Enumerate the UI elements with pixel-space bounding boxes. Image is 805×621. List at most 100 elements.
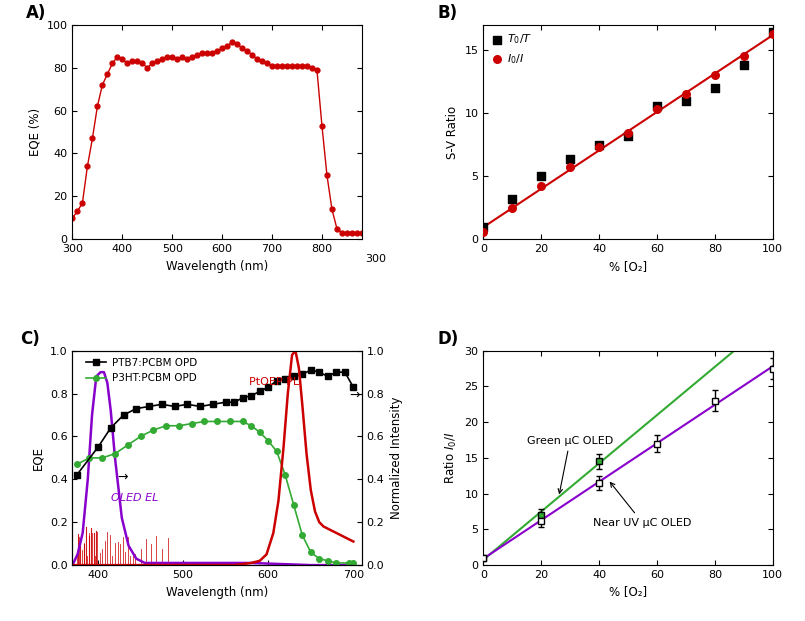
PTB7:PCBM OPD <box>263 383 273 391</box>
P3HT:PCBM OPD <box>246 422 256 430</box>
P3HT:PCBM OPD <box>148 427 158 434</box>
Text: C): C) <box>20 330 40 348</box>
Text: D): D) <box>437 330 458 348</box>
PTB7:PCBM OPD <box>196 403 205 410</box>
P3HT:PCBM OPD <box>187 420 196 427</box>
PTB7:PCBM OPD <box>118 411 128 419</box>
$I_0/I$ <box>679 89 692 99</box>
PTB7:PCBM OPD <box>131 405 141 412</box>
Text: OLED EL: OLED EL <box>111 493 158 503</box>
PTB7:PCBM OPD <box>93 443 103 451</box>
PTB7:PCBM OPD <box>272 377 282 384</box>
PTB7:PCBM OPD <box>349 383 358 391</box>
$I_0/I$ <box>592 142 605 152</box>
PTB7:PCBM OPD <box>255 388 265 395</box>
PTB7:PCBM OPD <box>221 399 230 406</box>
$I_0/I$ <box>535 181 547 191</box>
X-axis label: % [O₂]: % [O₂] <box>609 586 647 599</box>
Text: B): B) <box>437 4 457 22</box>
Y-axis label: Ratio $I_0/I$: Ratio $I_0/I$ <box>443 432 459 484</box>
$I_0/I$ <box>766 29 779 39</box>
Text: 300: 300 <box>365 254 386 265</box>
P3HT:PCBM OPD <box>315 555 324 563</box>
PTB7:PCBM OPD <box>157 401 167 408</box>
PTB7:PCBM OPD <box>246 392 256 399</box>
$T_0/T$ <box>708 83 721 93</box>
P3HT:PCBM OPD <box>225 418 235 425</box>
PTB7:PCBM OPD <box>144 403 154 410</box>
X-axis label: Wavelength (nm): Wavelength (nm) <box>166 260 268 273</box>
Line: PTB7:PCBM OPD: PTB7:PCBM OPD <box>74 367 356 478</box>
P3HT:PCBM OPD <box>123 442 133 449</box>
$T_0/T$ <box>766 27 779 37</box>
PTB7:PCBM OPD <box>289 373 299 380</box>
P3HT:PCBM OPD <box>306 548 316 556</box>
P3HT:PCBM OPD <box>161 422 171 430</box>
P3HT:PCBM OPD <box>237 418 247 425</box>
PTB7:PCBM OPD <box>297 371 307 378</box>
PTB7:PCBM OPD <box>280 375 290 383</box>
PTB7:PCBM OPD <box>229 399 239 406</box>
$T_0/T$ <box>592 140 605 150</box>
Text: $\rightarrow$: $\rightarrow$ <box>348 388 361 401</box>
PTB7:PCBM OPD <box>340 368 349 376</box>
P3HT:PCBM OPD <box>110 450 120 457</box>
$I_0/I$ <box>737 52 750 61</box>
P3HT:PCBM OPD <box>97 454 107 461</box>
$T_0/T$ <box>535 171 547 181</box>
$I_0/I$ <box>621 129 634 138</box>
Text: PtOEP PL: PtOEP PL <box>250 377 299 387</box>
P3HT:PCBM OPD <box>72 461 81 468</box>
PTB7:PCBM OPD <box>237 394 247 402</box>
Y-axis label: EQE (%): EQE (%) <box>28 108 41 156</box>
Y-axis label: EQE: EQE <box>31 446 44 470</box>
$I_0/I$ <box>650 104 663 114</box>
Y-axis label: Normalized Intensity: Normalized Intensity <box>390 397 403 519</box>
$T_0/T$ <box>621 131 634 141</box>
X-axis label: Wavelength (nm): Wavelength (nm) <box>166 586 268 599</box>
PTB7:PCBM OPD <box>183 401 192 408</box>
Text: A): A) <box>26 4 47 22</box>
P3HT:PCBM OPD <box>280 471 290 479</box>
PTB7:PCBM OPD <box>72 471 81 479</box>
P3HT:PCBM OPD <box>323 557 332 564</box>
P3HT:PCBM OPD <box>255 428 265 436</box>
$I_0/I$ <box>506 202 518 212</box>
P3HT:PCBM OPD <box>297 532 307 539</box>
$I_0/I$ <box>708 70 721 80</box>
Legend: $T_0/T$, $I_0/I$: $T_0/T$, $I_0/I$ <box>489 30 535 68</box>
PTB7:PCBM OPD <box>323 373 332 380</box>
PTB7:PCBM OPD <box>315 368 324 376</box>
PTB7:PCBM OPD <box>332 368 341 376</box>
Text: Near UV μC OLED: Near UV μC OLED <box>593 483 691 528</box>
X-axis label: % [O₂]: % [O₂] <box>609 260 647 273</box>
Y-axis label: S-V Ratio: S-V Ratio <box>446 106 459 158</box>
Line: P3HT:PCBM OPD: P3HT:PCBM OPD <box>74 419 356 566</box>
PTB7:PCBM OPD <box>106 424 116 432</box>
P3HT:PCBM OPD <box>272 448 282 455</box>
P3HT:PCBM OPD <box>289 501 299 509</box>
P3HT:PCBM OPD <box>263 437 273 445</box>
PTB7:PCBM OPD <box>208 401 217 408</box>
Text: Green μC OLED: Green μC OLED <box>526 435 613 493</box>
P3HT:PCBM OPD <box>85 454 94 461</box>
PTB7:PCBM OPD <box>170 403 180 410</box>
P3HT:PCBM OPD <box>200 418 209 425</box>
$T_0/T$ <box>477 222 489 232</box>
P3HT:PCBM OPD <box>349 560 358 567</box>
P3HT:PCBM OPD <box>332 560 341 567</box>
P3HT:PCBM OPD <box>213 418 222 425</box>
P3HT:PCBM OPD <box>174 422 184 430</box>
P3HT:PCBM OPD <box>136 433 146 440</box>
$T_0/T$ <box>564 153 576 163</box>
$T_0/T$ <box>650 101 663 111</box>
Text: $\rightarrow$: $\rightarrow$ <box>115 469 130 483</box>
Legend: PTB7:PCBM OPD, P3HT:PCBM OPD: PTB7:PCBM OPD, P3HT:PCBM OPD <box>84 356 199 385</box>
$T_0/T$ <box>679 96 692 106</box>
$T_0/T$ <box>737 60 750 70</box>
$I_0/I$ <box>477 227 489 237</box>
$I_0/I$ <box>564 162 576 172</box>
P3HT:PCBM OPD <box>345 560 354 567</box>
PTB7:PCBM OPD <box>306 366 316 374</box>
$T_0/T$ <box>506 194 518 204</box>
